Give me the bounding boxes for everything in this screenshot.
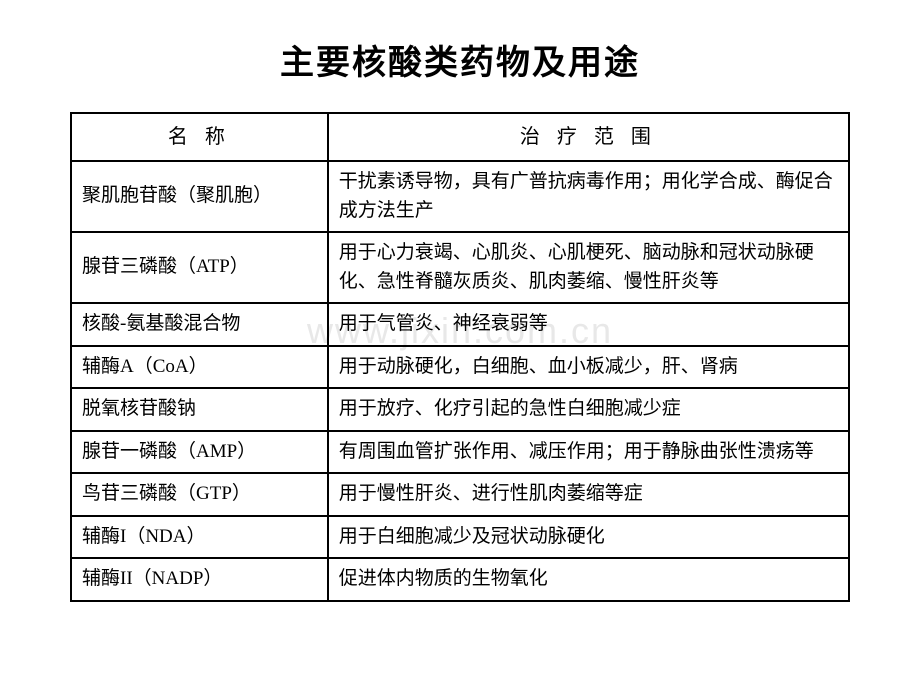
table-row: 腺苷三磷酸（ATP） 用于心力衰竭、心肌炎、心肌梗死、脑动脉和冠状动脉硬化、急性… [71,232,849,303]
cell-scope: 用于动脉硬化，白细胞、血小板减少，肝、肾病 [328,346,849,389]
cell-scope: 用于气管炎、神经衰弱等 [328,303,849,346]
table-row: 鸟苷三磷酸（GTP） 用于慢性肝炎、进行性肌肉萎缩等症 [71,473,849,516]
table-row: 辅酶A（CoA） 用于动脉硬化，白细胞、血小板减少，肝、肾病 [71,346,849,389]
table-row: 辅酶II（NADP） 促进体内物质的生物氧化 [71,558,849,601]
table-row: 聚肌胞苷酸（聚肌胞） 干扰素诱导物，具有广普抗病毒作用；用化学合成、酶促合成方法… [71,161,849,232]
cell-scope: 促进体内物质的生物氧化 [328,558,849,601]
content-wrapper: 主要核酸类药物及用途 名 称 治 疗 范 围 聚肌胞苷酸（聚肌胞） 干扰素诱导物… [70,35,850,602]
cell-name: 聚肌胞苷酸（聚肌胞） [71,161,328,232]
page-title: 主要核酸类药物及用途 [70,35,850,84]
table-row: 脱氧核苷酸钠 用于放疗、化疗引起的急性白细胞减少症 [71,388,849,431]
cell-name: 脱氧核苷酸钠 [71,388,328,431]
drugs-table: 名 称 治 疗 范 围 聚肌胞苷酸（聚肌胞） 干扰素诱导物，具有广普抗病毒作用；… [70,112,850,602]
cell-scope: 用于慢性肝炎、进行性肌肉萎缩等症 [328,473,849,516]
table-row: 核酸-氨基酸混合物 用于气管炎、神经衰弱等 [71,303,849,346]
cell-name: 辅酶A（CoA） [71,346,328,389]
cell-name: 腺苷三磷酸（ATP） [71,232,328,303]
cell-scope: 用于放疗、化疗引起的急性白细胞减少症 [328,388,849,431]
cell-scope: 有周围血管扩张作用、减压作用；用于静脉曲张性溃疡等 [328,431,849,474]
cell-name: 鸟苷三磷酸（GTP） [71,473,328,516]
cell-scope: 用于白细胞减少及冠状动脉硬化 [328,516,849,559]
table-row: 辅酶I（NDA） 用于白细胞减少及冠状动脉硬化 [71,516,849,559]
table-row: 腺苷一磷酸（AMP） 有周围血管扩张作用、减压作用；用于静脉曲张性溃疡等 [71,431,849,474]
table-header-row: 名 称 治 疗 范 围 [71,113,849,161]
header-name: 名 称 [71,113,328,161]
header-scope: 治 疗 范 围 [328,113,849,161]
cell-scope: 干扰素诱导物，具有广普抗病毒作用；用化学合成、酶促合成方法生产 [328,161,849,232]
cell-scope: 用于心力衰竭、心肌炎、心肌梗死、脑动脉和冠状动脉硬化、急性脊髓灰质炎、肌肉萎缩、… [328,232,849,303]
cell-name: 腺苷一磷酸（AMP） [71,431,328,474]
cell-name: 辅酶I（NDA） [71,516,328,559]
cell-name: 辅酶II（NADP） [71,558,328,601]
cell-name: 核酸-氨基酸混合物 [71,303,328,346]
